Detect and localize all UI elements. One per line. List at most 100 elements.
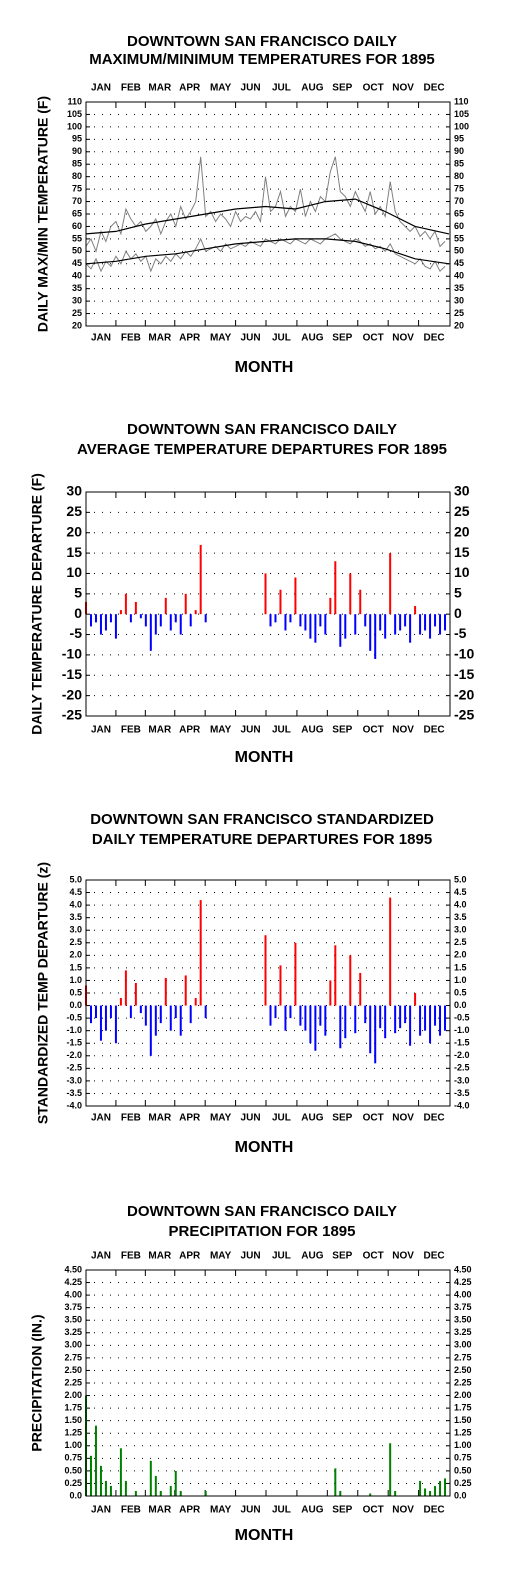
bar [294,942,297,1006]
bar [204,1005,207,1019]
y-tick-label-right: 5 [454,585,462,601]
x-tick-label: DEC [423,333,444,344]
bar [324,1005,327,1036]
x-tick-label-top: FEB [121,1251,141,1262]
bar [159,614,162,627]
y-tick-label: 1.25 [64,1428,82,1438]
bar [179,1490,182,1496]
plot-frame [85,879,451,1107]
x-tick-label: JUL [272,1505,291,1516]
y-tick-label-right: 15 [454,544,470,560]
y-tick-label-right: 55 [454,233,464,243]
y-tick-label-right: 105 [454,109,469,119]
bar [419,1480,422,1496]
y-tick-label: 105 [67,109,82,119]
y-tick-label-right: 2.50 [454,1365,472,1375]
x-tick-label: DEC [423,725,444,736]
y-tick-label-right: 0.75 [454,1453,472,1463]
x-tick-label: NOV [392,725,414,736]
bar [374,1005,377,1064]
y-tick-label: 4.50 [64,1264,82,1274]
data-line [85,156,446,253]
y-tick-label-right: 30 [454,295,464,305]
x-tick-label: MAR [148,333,172,344]
bar [89,614,92,627]
bar [179,614,182,635]
bar [304,614,307,631]
bar [324,614,327,635]
x-tick-label: NOV [392,1505,414,1516]
y-tick-label-right: -10 [454,646,474,662]
y-tick-label-right: 35 [454,283,464,293]
chart-title: DOWNTOWN SAN FRANCISCO DAILY [127,33,397,50]
data-line [85,198,450,235]
y-tick-label: 60 [72,221,82,231]
y-tick-label-right: 45 [454,258,464,268]
y-tick-label: 1.50 [64,1415,82,1425]
bar [179,1005,182,1036]
y-tick-label: 20 [72,320,82,330]
bar [439,1480,442,1496]
chart-title: AVERAGE TEMPERATURE DEPARTURES FOR 1895 [77,441,447,458]
y-tick-label-right: 0.0 [454,1490,467,1500]
bar [439,614,442,635]
y-tick-label: 70 [72,196,82,206]
bar [384,614,387,639]
y-tick-label: 3.75 [64,1302,82,1312]
x-tick-label-top: SEP [332,83,352,94]
bar [284,1005,287,1031]
y-tick-label-right: 2.5 [454,937,467,947]
y-tick-label-right: 100 [454,121,469,131]
y-tick-label: -3.0 [66,1075,82,1085]
y-tick-label-right: 5.0 [454,874,467,884]
y-tick-label-right: 40 [454,271,464,281]
chart-title: DAILY TEMPERATURE DEPARTURES FOR 1895 [92,831,432,848]
x-axis-title: MONTH [235,1527,294,1544]
y-tick-label-right: -15 [454,666,474,682]
bar [369,1005,372,1054]
y-tick-label: 3.00 [64,1340,82,1350]
y-tick-label: 1.0 [69,975,82,985]
x-tick-label: SEP [332,333,352,344]
y-axis-title: PRECIPITATION (IN.) [29,1314,45,1451]
y-tick-label: 4.5 [69,887,82,897]
y-tick-label: 2.00 [64,1390,82,1400]
x-tick-label: OCT [363,1113,384,1124]
x-tick-label-top: MAY [210,83,232,94]
y-tick-label-right: 0.5 [454,987,467,997]
y-tick-label-right: 3.50 [454,1315,472,1325]
y-tick-label: 2.75 [64,1352,82,1362]
y-tick-label: 0.0 [69,1000,82,1010]
x-tick-label-top: MAY [210,1251,232,1262]
y-tick-label: 3.25 [64,1327,82,1337]
bar [184,975,187,1006]
bar [164,597,167,615]
y-tick-label: -3.5 [66,1088,82,1098]
x-axis-title: MONTH [235,1139,294,1156]
y-tick-label: 0.25 [64,1478,82,1488]
y-tick-label: 10 [66,564,82,580]
y-tick-label: 3.5 [69,912,82,922]
x-tick-label: SEP [332,725,352,736]
bar [99,1465,102,1496]
y-tick-label-right: 3.75 [454,1302,472,1312]
bar [369,1493,372,1496]
y-tick-label: 4.0 [69,899,82,909]
y-tick-label-right: 1.75 [454,1402,472,1412]
y-tick-label-right: 95 [454,134,464,144]
bar [439,1005,442,1036]
bar [174,1005,177,1019]
y-tick-label: 90 [72,146,82,156]
y-tick-label-right: 1.25 [454,1428,472,1438]
x-tick-label: SEP [332,1505,352,1516]
bar [109,1005,112,1019]
x-tick-label: MAR [148,1113,172,1124]
y-tick-label: 5.0 [69,874,82,884]
bar [309,1005,312,1044]
x-tick-label: FEB [121,1505,141,1516]
bar [444,1005,447,1031]
y-tick-label: 3.50 [64,1315,82,1325]
bar [424,614,427,631]
x-tick-label: JUN [241,1113,261,1124]
bar [199,544,202,615]
